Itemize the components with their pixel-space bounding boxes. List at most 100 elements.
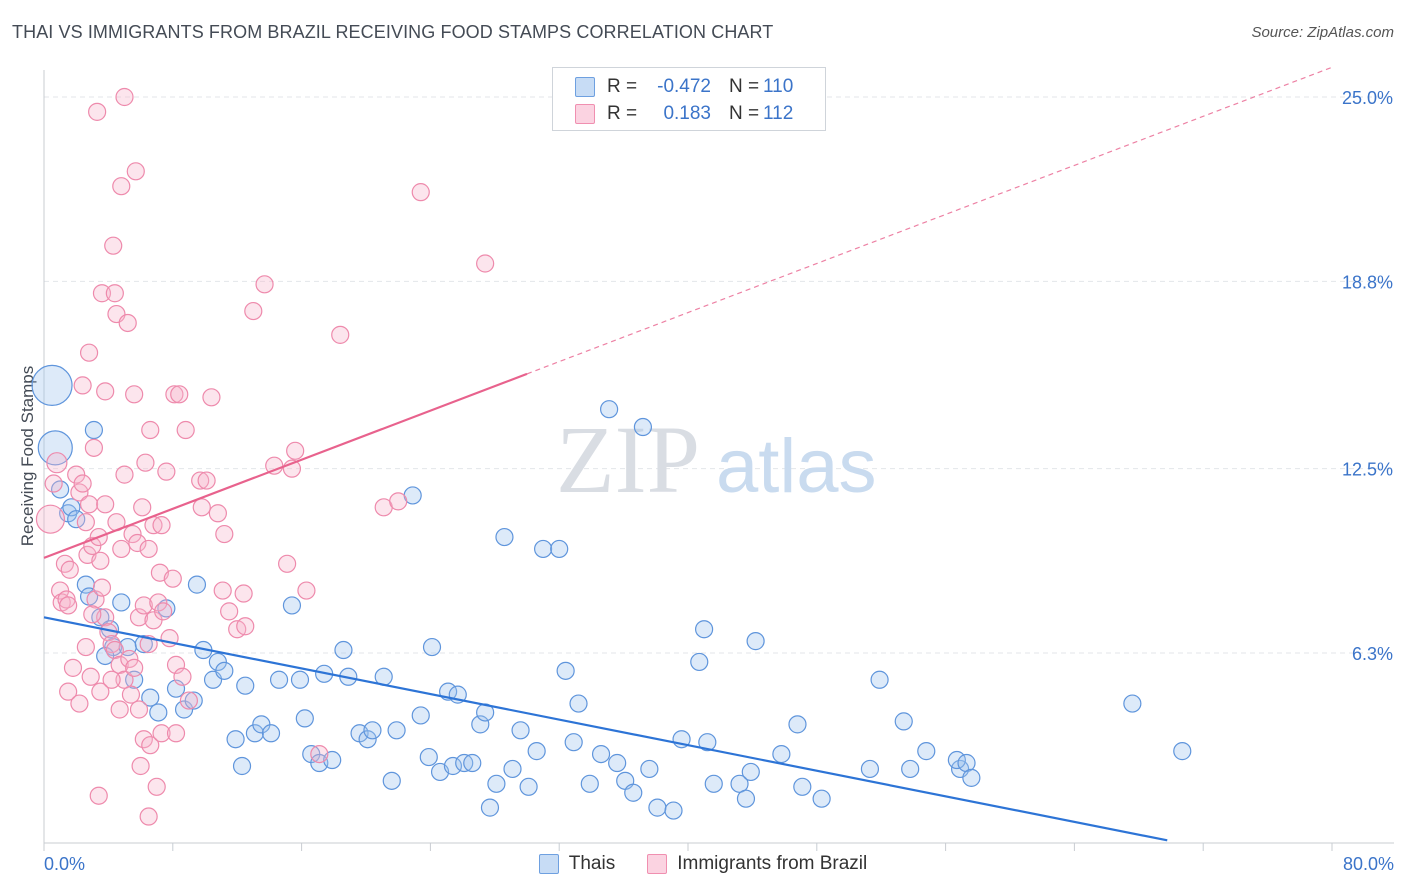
thais-point <box>741 762 760 782</box>
brazil-point <box>96 495 115 514</box>
brazil-point <box>70 694 89 713</box>
thais-point <box>640 759 659 779</box>
brazil-point <box>102 670 121 689</box>
legend-r-value: 0.183 <box>663 103 711 124</box>
brazil-point <box>297 581 316 600</box>
brazil-point <box>244 301 263 321</box>
brazil-point <box>139 539 158 559</box>
thais-point <box>261 724 281 743</box>
legend-swatch-thais <box>538 854 559 874</box>
thais-point <box>487 774 506 793</box>
brazil-point <box>92 578 112 597</box>
thais-point <box>1173 742 1192 761</box>
brazil-point <box>141 420 160 440</box>
brazil-point <box>236 617 255 636</box>
brazil-point <box>141 736 160 755</box>
thais-point <box>295 709 314 728</box>
brazil-point <box>81 667 100 686</box>
thais-point <box>387 721 406 740</box>
brazil-point <box>331 325 350 344</box>
thais-trend-line <box>43 616 1168 842</box>
brazil-point <box>59 682 78 701</box>
brazil-point <box>208 504 227 523</box>
tick-labels: 6.3% 12.5% 18.8% 25.0% 0.0% 80.0% <box>44 88 1394 874</box>
brazil-point <box>179 691 198 710</box>
brazil-point <box>139 807 158 826</box>
thais-point <box>232 756 252 776</box>
brazil-point <box>131 756 150 776</box>
legend-n-label: N = <box>729 76 760 97</box>
brazil-point <box>73 376 92 395</box>
thais-point <box>690 652 709 672</box>
thais-point <box>37 430 73 466</box>
thais-point <box>580 774 599 793</box>
thais-point <box>84 420 104 440</box>
legend-row-thais: R = -0.472 N = 110 <box>575 75 793 99</box>
legend-r-value: -0.472 <box>657 76 711 97</box>
brazil-point <box>234 584 253 603</box>
thais-point <box>527 742 546 761</box>
brazil-point <box>129 700 149 719</box>
thais-point <box>411 706 430 725</box>
brazil-point <box>129 608 149 627</box>
brazil-point <box>35 504 66 534</box>
brazil-point <box>112 539 131 559</box>
brazil-point <box>176 420 195 440</box>
thais-point <box>533 539 553 559</box>
thais-point <box>519 777 538 796</box>
brazil-point <box>57 590 76 609</box>
brazil-point <box>120 649 139 669</box>
brazil-point <box>163 569 182 588</box>
legend-swatch-thais <box>575 77 595 97</box>
brazil-point <box>136 453 155 472</box>
thais-point <box>608 753 627 773</box>
thais-point <box>31 364 73 407</box>
x-tick-label: 0.0% <box>44 854 85 874</box>
brazil-point <box>59 596 78 615</box>
thais-point <box>591 744 611 764</box>
brazil-point <box>152 724 171 743</box>
thais-point <box>894 712 913 731</box>
thais-point <box>1123 694 1142 713</box>
brazil-point <box>265 456 284 475</box>
correlation-legend: R = -0.472 N = 110 R = 0.183 N = 112 <box>552 67 826 131</box>
brazil-point <box>104 236 123 255</box>
brazil-point <box>79 343 99 362</box>
thais-point <box>282 596 302 615</box>
brazil-point <box>96 382 115 401</box>
watermark-zip: ZIP <box>556 406 700 513</box>
brazil-point <box>84 438 104 457</box>
brazil-point <box>213 581 232 600</box>
brazil-point <box>411 183 430 202</box>
brazil-point <box>83 605 102 624</box>
brazil-point <box>310 744 329 764</box>
thais-point <box>962 768 981 787</box>
thais-point <box>793 777 812 796</box>
brazil-point <box>110 700 129 719</box>
thais-point <box>236 676 255 695</box>
y-tick-label: 6.3% <box>1352 644 1393 664</box>
thais-point <box>633 417 653 437</box>
thais-point <box>564 733 583 752</box>
axes <box>43 70 1394 851</box>
brazil-point <box>147 777 166 796</box>
thais-point <box>550 539 569 559</box>
brazil-point <box>128 533 147 553</box>
thais-point <box>62 498 81 517</box>
brazil-point <box>91 682 110 701</box>
thais-point <box>772 744 791 764</box>
thais-point <box>736 789 756 808</box>
thais-point <box>480 798 500 817</box>
thais-point <box>419 747 438 767</box>
brazil-point <box>220 602 239 621</box>
brazil-point <box>278 554 297 573</box>
legend-r-label: R = <box>607 76 638 97</box>
thais-point <box>511 721 530 740</box>
thais-point <box>556 661 575 680</box>
brazil-point <box>76 513 95 532</box>
brazil-point <box>152 516 171 535</box>
brazil-point <box>121 685 141 704</box>
series-thais <box>31 364 1192 820</box>
thais-point <box>648 798 667 817</box>
trend-lines <box>43 66 1333 842</box>
